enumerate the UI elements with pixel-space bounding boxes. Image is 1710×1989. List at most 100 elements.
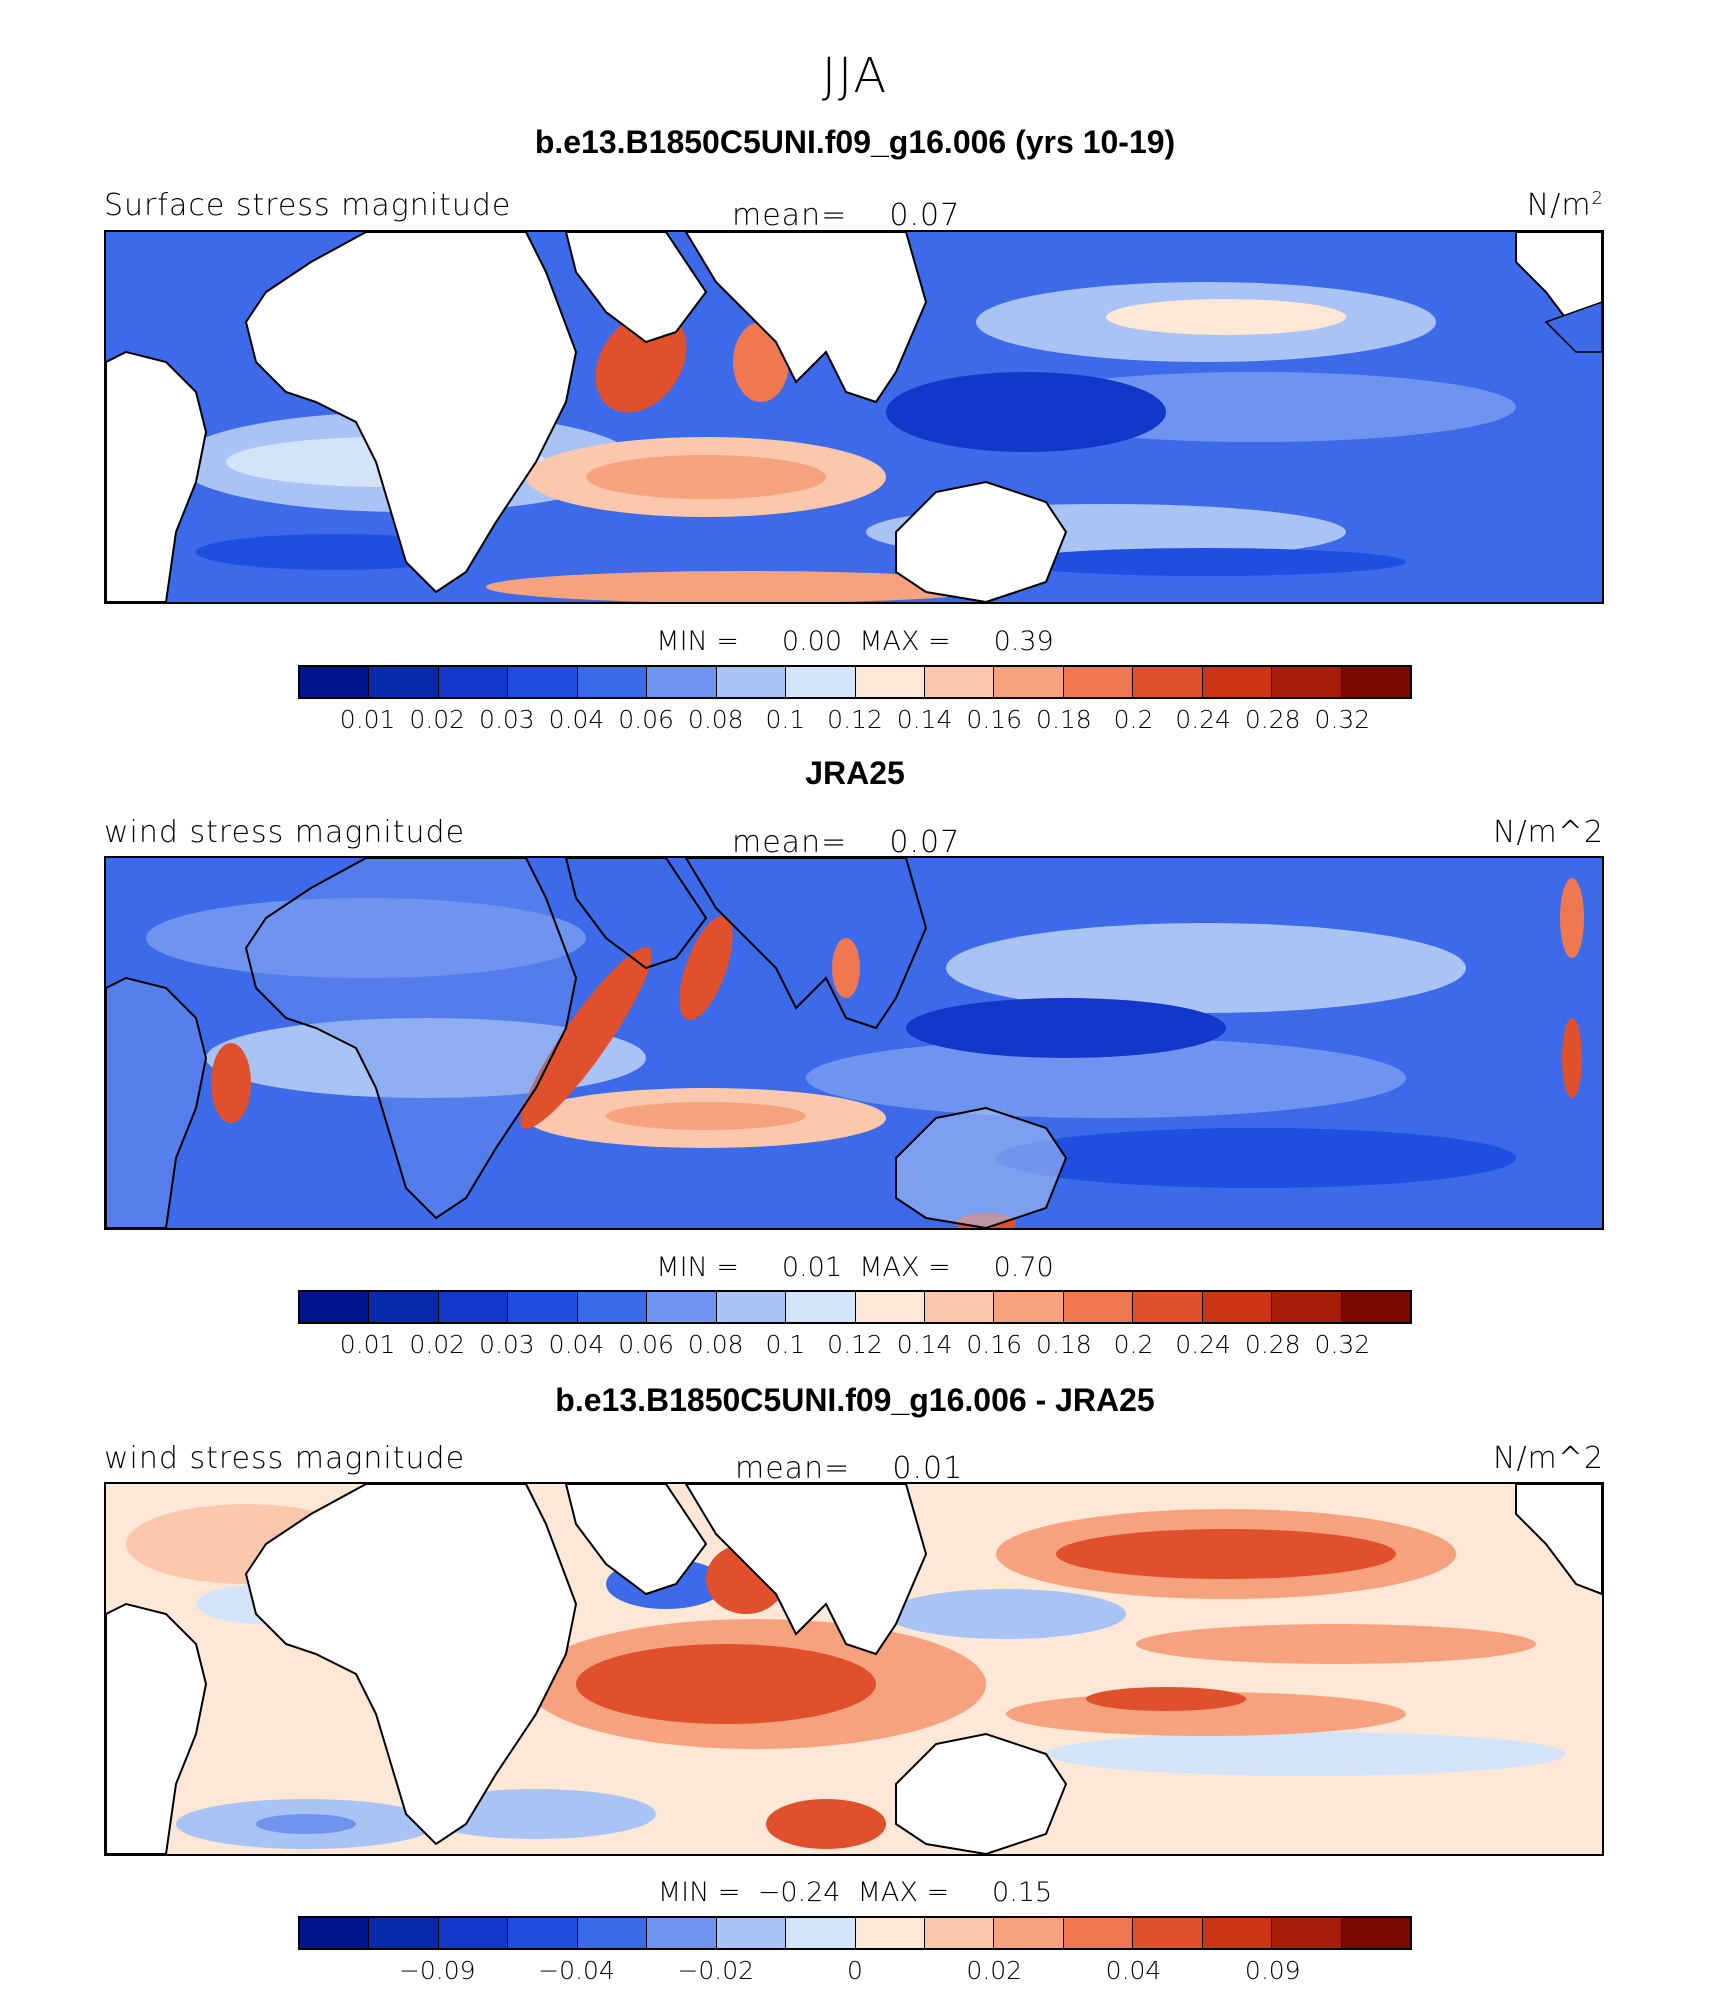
colorbar-tick-label: 0.03 [479, 705, 535, 734]
panel-3-colorbar-ticks: −0.09 −0.04 −0.02 0 0.02 0.04 0.09 [298, 1956, 1412, 1988]
colorbar-swatch [1341, 1918, 1410, 1948]
colorbar-swatch [716, 1292, 787, 1322]
panel-2-max-value: 0.70 [993, 1252, 1054, 1283]
colorbar-swatch [855, 1918, 925, 1948]
colorbar-swatch [716, 1918, 787, 1948]
panel-3-mean-value: 0.01 [892, 1451, 964, 1486]
panel-2-map [104, 856, 1604, 1230]
colorbar-tick-label: 0.02 [966, 1956, 1023, 1985]
panel-2-title: JRA25 [805, 755, 905, 791]
colorbar-tick-label: 0.18 [1036, 705, 1092, 734]
colorbar-swatch [300, 1292, 370, 1322]
colorbar-tick-label: 0.04 [548, 1330, 605, 1359]
colorbar-tick-label: 0.32 [1314, 705, 1371, 734]
colorbar-tick-label: 0.32 [1314, 1330, 1371, 1359]
panel-1-map-field [106, 232, 1602, 602]
panel-1-title: b.e13.B1850C5UNI.f09_g16.006 (yrs 10-19) [534, 124, 1176, 160]
colorbar-swatch [300, 1918, 370, 1948]
colorbar-swatch [1202, 667, 1273, 697]
panel-2-min-label: MIN = [656, 1252, 739, 1283]
colorbar-swatch [1063, 667, 1134, 697]
panel-3-minmax: MIN = −0.24 MAX = 0.15 [0, 1877, 1710, 1908]
panel-1-max-label: MAX = [859, 626, 951, 657]
colorbar-swatch [577, 1292, 648, 1322]
panel-2-colorbar-ticks: 0.01 0.02 0.03 0.04 0.06 0.08 0.1 0.12 0.14 0.16 0… [298, 1330, 1412, 1362]
panel-2-units: N/m^2 [1493, 815, 1604, 850]
colorbar-swatch [508, 667, 578, 697]
colorbar-tick-label: 0.24 [1175, 705, 1231, 734]
colorbar-swatch [786, 1918, 856, 1948]
panel-1-mean-value: 0.07 [889, 198, 961, 233]
colorbar-swatch [1202, 1292, 1273, 1322]
colorbar-swatch [1272, 1918, 1342, 1948]
colorbar-tick-label: 0.01 [339, 705, 396, 734]
colorbar-tick-label: 0.24 [1175, 1330, 1231, 1359]
colorbar-tick-label: 0.14 [896, 705, 953, 734]
panel-1-map [104, 230, 1604, 604]
colorbar-tick-label: −0.09 [398, 1956, 476, 1985]
panel-3-mean: mean= 0.01 [735, 1451, 963, 1486]
panel-2-colorbar [298, 1290, 1412, 1324]
panel-2-map-field [106, 858, 1602, 1228]
panel-1-variable-label: Surface stress magnitude [104, 188, 512, 223]
colorbar-swatch [1341, 667, 1410, 697]
colorbar-swatch [1133, 1292, 1203, 1322]
panel-3-variable-label: wind stress magnitude [104, 1441, 466, 1476]
panel-2-min-value: 0.01 [781, 1252, 843, 1283]
colorbar-swatch [786, 1292, 856, 1322]
colorbar-tick-label: 0.03 [479, 1330, 535, 1359]
panel-1-colorbar [298, 665, 1412, 699]
colorbar-tick-label: 0.16 [966, 1330, 1023, 1359]
panel-3-max-label: MAX = [857, 1877, 950, 1908]
colorbar-swatch [716, 667, 787, 697]
panel-3-map-field [106, 1484, 1602, 1854]
colorbar-tick-label: 0.28 [1244, 1330, 1301, 1359]
panel-1-max-value: 0.39 [993, 626, 1054, 657]
panel-3-units: N/m^2 [1493, 1441, 1604, 1476]
colorbar-swatch [300, 667, 370, 697]
panel-3-mean-label: mean= [735, 1451, 851, 1486]
colorbar-tick-label: 0 [847, 1956, 863, 1985]
colorbar-tick-label: 0.04 [548, 705, 605, 734]
colorbar-tick-label: 0.04 [1105, 1956, 1162, 1985]
colorbar-swatch [1341, 1292, 1410, 1322]
colorbar-tick-label: 0.01 [339, 1330, 396, 1359]
colorbar-swatch [438, 1292, 509, 1322]
colorbar-swatch [577, 1918, 648, 1948]
colorbar-swatch [369, 1292, 439, 1322]
panel-2-mean-label: mean= [732, 825, 848, 860]
colorbar-swatch [438, 667, 509, 697]
colorbar-swatch [855, 1292, 925, 1322]
colorbar-swatch [369, 667, 439, 697]
colorbar-swatch [508, 1292, 578, 1322]
panel-1-mean-label: mean= [732, 198, 848, 233]
colorbar-tick-label: −0.04 [538, 1956, 615, 1985]
colorbar-swatch [438, 1918, 509, 1948]
panel-1-units-base: N/m [1526, 188, 1592, 223]
colorbar-tick-label: 0.16 [966, 705, 1023, 734]
panel-2-variable-label: wind stress magnitude [104, 815, 466, 850]
colorbar-swatch [1272, 1292, 1342, 1322]
colorbar-swatch [994, 667, 1064, 697]
colorbar-swatch [1133, 1918, 1203, 1948]
panel-2-max-label: MAX = [859, 1252, 951, 1283]
colorbar-swatch [647, 667, 717, 697]
colorbar-swatch [577, 667, 648, 697]
panel-1-units-sup: 2 [1591, 188, 1604, 209]
panel-2-mean: mean= 0.07 [732, 825, 960, 860]
colorbar-tick-label: 0.28 [1244, 705, 1301, 734]
panel-1-units: N/m2 [1527, 188, 1604, 223]
colorbar-swatch [924, 1918, 995, 1948]
panel-3-min-label: MIN = [657, 1877, 741, 1908]
colorbar-swatch [994, 1918, 1064, 1948]
colorbar-tick-label: 0.14 [896, 1330, 953, 1359]
colorbar-tick-label: 0.09 [1244, 1956, 1301, 1985]
colorbar-swatch [647, 1292, 717, 1322]
colorbar-swatch [994, 1292, 1064, 1322]
colorbar-swatch [508, 1918, 578, 1948]
colorbar-tick-label: 0.08 [687, 705, 744, 734]
colorbar-tick-label: −0.02 [677, 1956, 755, 1985]
panel-2-minmax: MIN = 0.01 MAX = 0.70 [0, 1252, 1710, 1283]
colorbar-tick-label: 0.08 [687, 1330, 744, 1359]
panel-1-min-value: 0.00 [781, 626, 843, 657]
